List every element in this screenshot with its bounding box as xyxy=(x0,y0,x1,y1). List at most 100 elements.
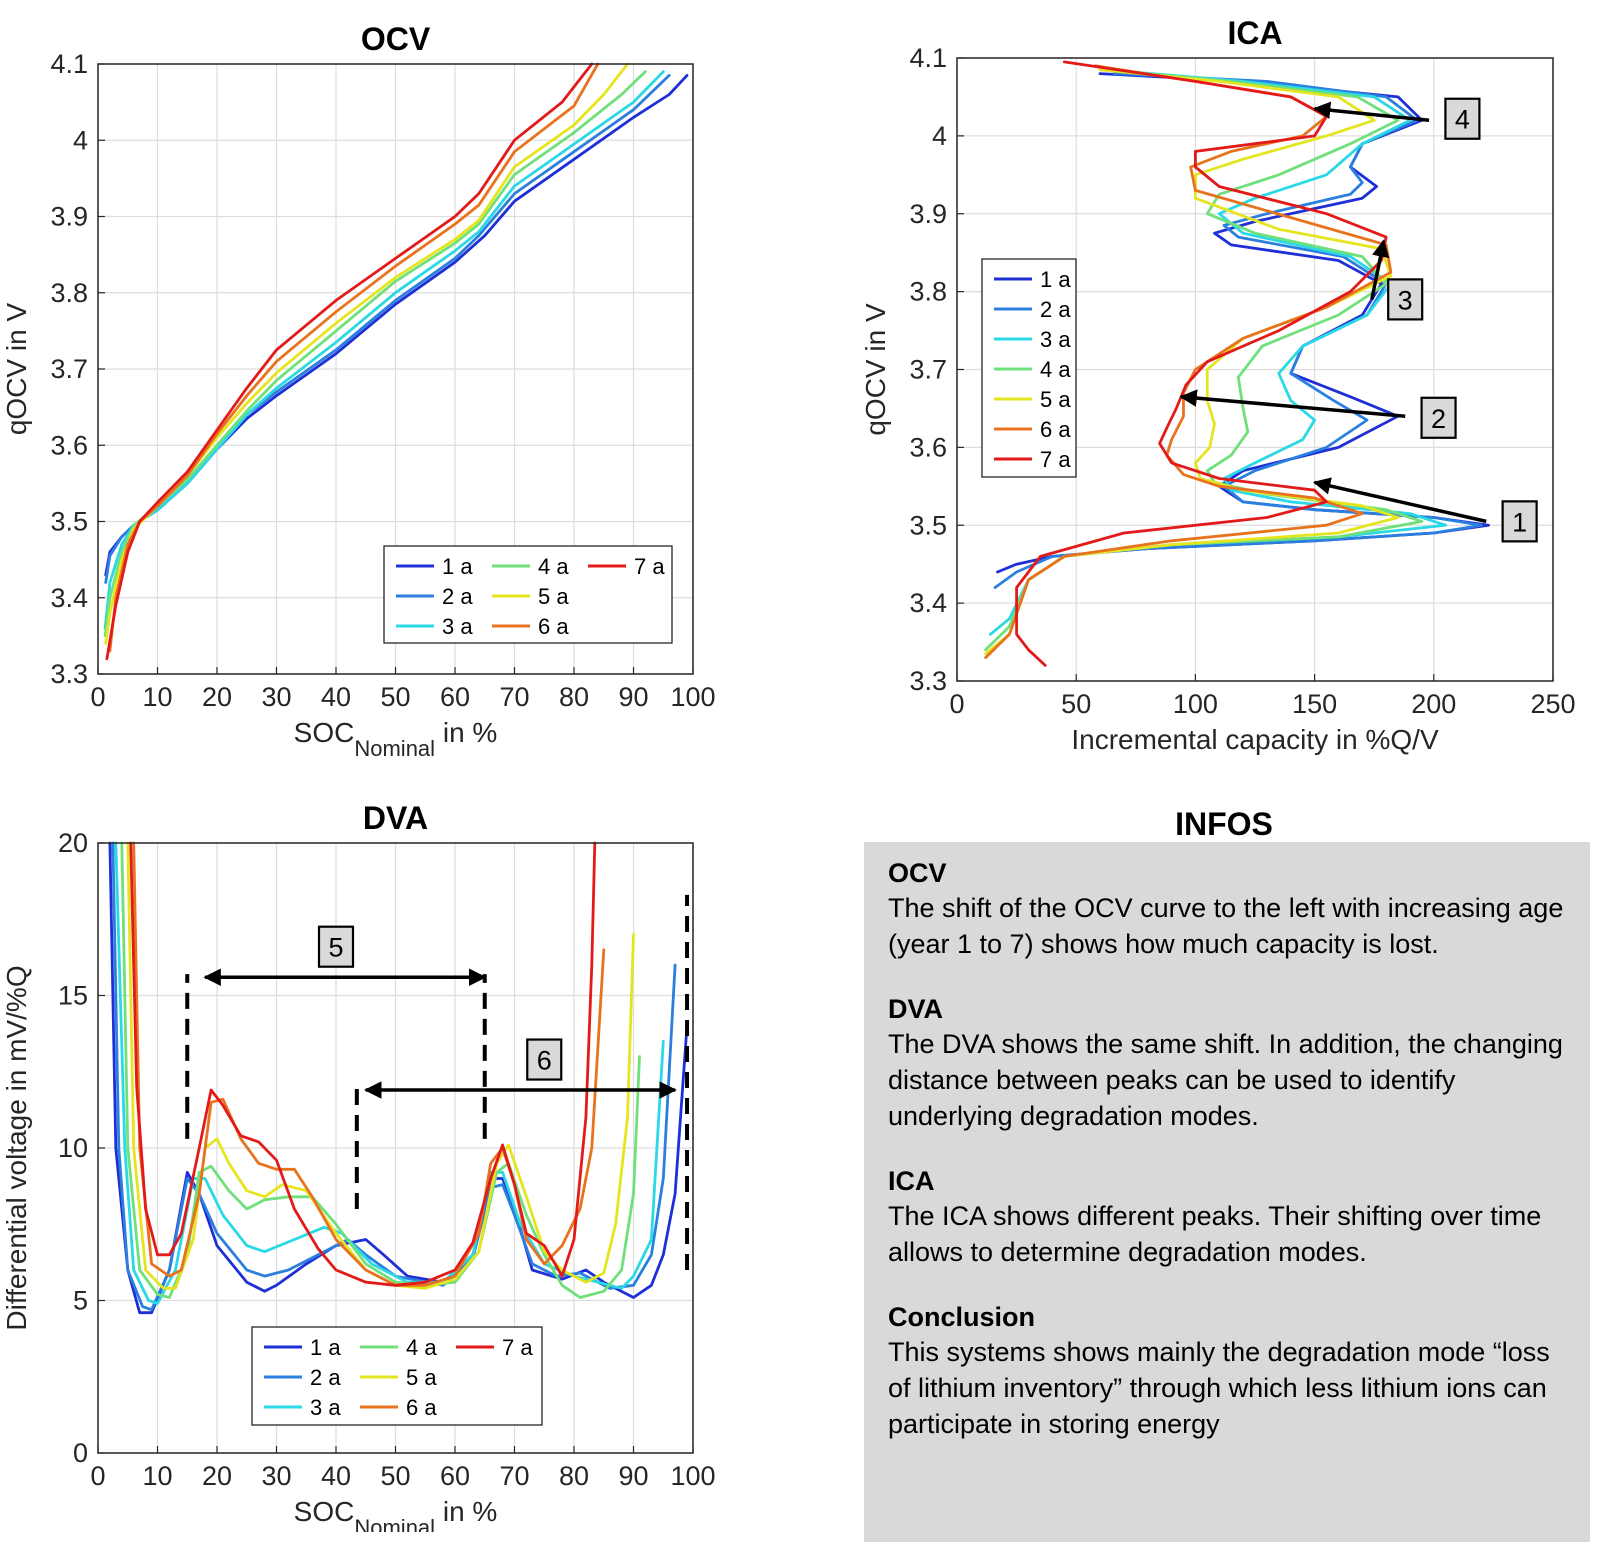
series-line-7a xyxy=(105,62,594,661)
y-tick-label: 3.8 xyxy=(50,278,88,308)
annotation-label: 6 xyxy=(537,1046,552,1076)
y-tick-label: 15 xyxy=(58,981,88,1011)
x-tick-label: 10 xyxy=(142,682,172,712)
legend-label: 5 a xyxy=(406,1365,437,1390)
y-tick-label: 3.9 xyxy=(909,199,947,229)
series-line-2a xyxy=(111,841,677,1312)
chart-title: DVA xyxy=(363,800,428,836)
series-line-4a xyxy=(984,68,1424,652)
info-section-ocv: OCV The shift of the OCV curve to the le… xyxy=(888,856,1566,962)
series-line-7a xyxy=(1015,60,1388,667)
annotation-label: 3 xyxy=(1398,285,1413,315)
annotation-arrow xyxy=(1370,239,1390,300)
info-body: This systems shows mainly the degradatio… xyxy=(888,1337,1550,1439)
x-tick-label: 30 xyxy=(261,1461,291,1491)
x-tick-label: 70 xyxy=(499,1461,529,1491)
info-body: The DVA shows the same shift. In additio… xyxy=(888,1029,1563,1131)
info-body: The shift of the OCV curve to the left w… xyxy=(888,893,1564,959)
legend-label: 1 a xyxy=(310,1335,341,1360)
x-tick-label: 100 xyxy=(670,682,715,712)
annotation-box xyxy=(1387,278,1424,321)
series-line-6a xyxy=(132,841,606,1287)
annotation-box xyxy=(1444,97,1481,140)
series-line-7a xyxy=(129,841,597,1287)
annotation-arrow xyxy=(1312,477,1487,524)
series-line-3a xyxy=(114,841,665,1305)
legend-label: 1 a xyxy=(1040,267,1071,292)
infos-panel: OCV The shift of the OCV curve to the le… xyxy=(864,842,1590,1542)
y-tick-label: 4 xyxy=(932,121,947,151)
x-tick-label: 70 xyxy=(499,682,529,712)
dva-chart: 0 10 20 30 40 50 60 70 80 90 100 0 5 10 15 20 DVA SOCNomi… xyxy=(1,800,716,1532)
legend-label: 6 a xyxy=(406,1395,437,1420)
x-tick-label: 40 xyxy=(321,682,351,712)
legend-label: 6 a xyxy=(538,614,569,639)
info-heading: OCV xyxy=(888,858,947,888)
x-tick-label: 150 xyxy=(1292,689,1337,719)
y-axis-label: qOCV in V xyxy=(1,303,32,436)
annotation-box xyxy=(526,1038,563,1081)
x-tick-label: 0 xyxy=(949,689,964,719)
legend-label: 3 a xyxy=(1040,327,1071,352)
y-tick-label: 3.9 xyxy=(50,202,88,232)
x-tick-label: 250 xyxy=(1530,689,1575,719)
legend-label: 6 a xyxy=(1040,417,1071,442)
series-line-5a xyxy=(984,68,1400,656)
y-axis-label: qOCV in V xyxy=(860,303,891,436)
x-tick-label: 50 xyxy=(380,1461,410,1491)
info-heading: ICA xyxy=(888,1166,935,1196)
annotation-box xyxy=(1501,500,1538,543)
x-tick-label: 100 xyxy=(1173,689,1218,719)
x-tick-label: 0 xyxy=(90,1461,105,1491)
x-tick-label: 100 xyxy=(670,1461,715,1491)
legend-label: 4 a xyxy=(1040,357,1071,382)
legend-label: 2 a xyxy=(310,1365,341,1390)
x-axis-label-sub: Nominal xyxy=(354,736,435,761)
info-section-conclusion: Conclusion This systems shows mainly the… xyxy=(888,1300,1566,1442)
x-axis-label-unit: in % xyxy=(435,717,497,748)
x-axis-label: Incremental capacity in %Q/V xyxy=(1071,724,1439,755)
legend-label: 7 a xyxy=(1040,447,1071,472)
y-tick-label: 5 xyxy=(73,1286,88,1316)
y-tick-label: 10 xyxy=(58,1133,88,1163)
info-section-ica: ICA The ICA shows different peaks. Their… xyxy=(888,1164,1566,1270)
annotation-arrow xyxy=(1312,101,1430,123)
y-tick-label: 3.3 xyxy=(909,666,947,696)
x-tick-label: 90 xyxy=(618,1461,648,1491)
x-tick-label: 200 xyxy=(1411,689,1456,719)
x-tick-label: 50 xyxy=(1061,689,1091,719)
annotation-box xyxy=(1420,396,1457,439)
x-tick-label: 60 xyxy=(440,1461,470,1491)
x-axis-label: SOCNominal in % xyxy=(294,717,498,761)
x-axis-label-main: SOC xyxy=(294,1496,355,1527)
x-tick-label: 90 xyxy=(618,682,648,712)
y-tick-label: 3.6 xyxy=(50,430,88,460)
legend-label: 7 a xyxy=(634,554,665,579)
y-tick-label: 3.4 xyxy=(909,588,947,618)
x-tick-label: 20 xyxy=(202,1461,232,1491)
x-tick-label: 20 xyxy=(202,682,232,712)
y-tick-label: 4.1 xyxy=(909,43,947,73)
x-tick-label: 80 xyxy=(559,1461,589,1491)
y-tick-label: 3.7 xyxy=(50,354,88,384)
x-axis-label-main: SOC xyxy=(294,717,355,748)
legend-label: 3 a xyxy=(310,1395,341,1420)
infos-title: INFOS xyxy=(1175,806,1273,842)
x-axis-label: SOCNominal in % xyxy=(294,1496,498,1532)
series-line-2a xyxy=(993,72,1483,589)
x-tick-label: 80 xyxy=(559,682,589,712)
info-body: The ICA shows different peaks. Their shi… xyxy=(888,1201,1542,1267)
ica-chart: 0 50 100 150 200 250 3.3 3.4 3.5 3.6 3.7 3.8 3.9 4 4.1… xyxy=(860,15,1576,755)
y-tick-label: 20 xyxy=(58,828,88,858)
legend-label: 7 a xyxy=(502,1335,533,1360)
y-tick-label: 3.8 xyxy=(909,277,947,307)
legend-label: 5 a xyxy=(1040,387,1071,412)
info-heading: DVA xyxy=(888,994,944,1024)
legend-label: 2 a xyxy=(442,584,473,609)
annotation-arrow xyxy=(1179,389,1406,418)
chart-title: ICA xyxy=(1227,15,1282,51)
legend-label: 2 a xyxy=(1040,297,1071,322)
x-tick-label: 30 xyxy=(261,682,291,712)
y-tick-label: 0 xyxy=(73,1438,88,1468)
legend-label: 4 a xyxy=(538,554,569,579)
